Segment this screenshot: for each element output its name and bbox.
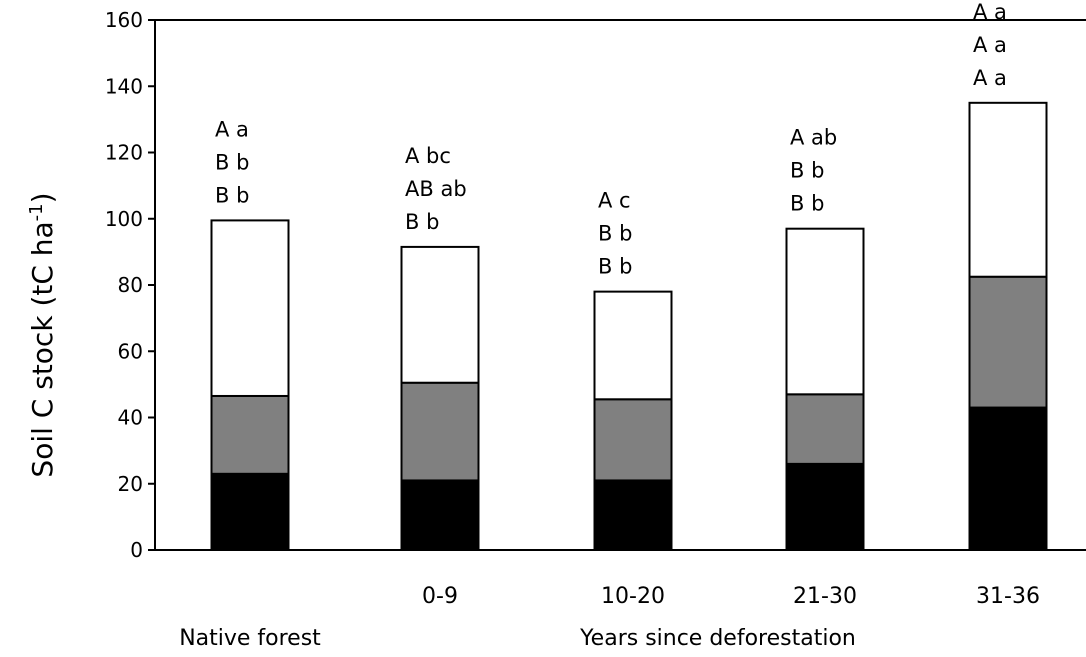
- bar-segment-3-2: [400, 245, 480, 384]
- bar-segment-3-4: [785, 227, 865, 396]
- bar-segment-1-3: [593, 479, 673, 551]
- bar-segment-3-3: [593, 290, 673, 401]
- significance-label: B b: [405, 210, 439, 234]
- bar-segment-1-4: [785, 462, 865, 551]
- x-axis-title: Years since deforestation: [579, 626, 856, 651]
- bar-segment-3-1: [210, 219, 290, 397]
- bar-segment-2-5: [968, 275, 1048, 409]
- bars-group: [210, 101, 1048, 551]
- y-tick-label: 160: [105, 8, 143, 32]
- bar-segment-1-2: [400, 479, 480, 551]
- bar-segment-2-3: [593, 398, 673, 482]
- bar-segment-2-4: [785, 393, 865, 465]
- y-tick-label: 40: [118, 406, 143, 430]
- significance-label: B b: [215, 150, 249, 174]
- bar-segment-3-5: [968, 101, 1048, 278]
- significance-label: A a: [973, 66, 1007, 90]
- y-tick-label: 100: [105, 207, 143, 231]
- significance-label: B b: [790, 192, 824, 216]
- y-tick-label: 0: [130, 538, 143, 562]
- bar-segment-2-2: [400, 381, 480, 482]
- y-tick-label: 60: [118, 339, 143, 363]
- category-label: 10-20: [601, 584, 665, 609]
- category-label: 0-9: [422, 584, 458, 609]
- significance-label: A c: [598, 189, 631, 213]
- y-axis-title: Soil C stock (tC ha-1): [26, 192, 60, 477]
- category-label: 31-36: [976, 584, 1040, 609]
- significance-label: B b: [790, 159, 824, 183]
- significance-label: A a: [973, 33, 1007, 57]
- bar-segment-1-5: [968, 406, 1048, 551]
- y-tick-label: 80: [118, 273, 143, 297]
- significance-label: AB ab: [405, 177, 467, 201]
- y-tick-label: 120: [105, 141, 143, 165]
- significance-label: B b: [598, 222, 632, 246]
- category-label: Native forest: [179, 626, 321, 651]
- bar-segment-2-1: [210, 394, 290, 475]
- significance-label: A ab: [790, 126, 837, 150]
- axes-group: 0 20 40 60 80 100 120 140 160: [105, 8, 1086, 562]
- significance-label: A a: [215, 117, 249, 141]
- bar-segment-1-1: [210, 472, 290, 551]
- significance-label: A a: [973, 0, 1007, 24]
- significance-label: A bc: [405, 144, 451, 168]
- significance-label: B b: [598, 255, 632, 279]
- significance-label: B b: [215, 183, 249, 207]
- category-label: 21-30: [793, 584, 857, 609]
- y-tick-label: 140: [105, 74, 143, 98]
- y-tick-label: 20: [118, 472, 143, 496]
- labels-group: A a B b B b Native forest A bc AB ab B b 0-9 A c…: [179, 0, 1040, 651]
